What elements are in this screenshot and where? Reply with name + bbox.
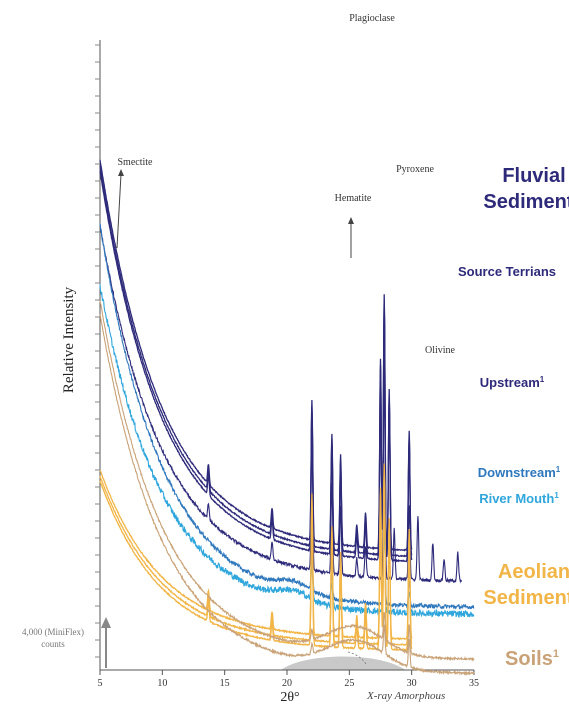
series-label-soils-sup: 1 — [553, 648, 559, 660]
x-tick-label: 20 — [282, 678, 292, 689]
x-tick-label: 30 — [407, 678, 417, 689]
hematite-arrowhead — [348, 217, 354, 224]
group-label-aeolian-sediments: Sediments — [483, 587, 569, 609]
peak-label-plagioclase: Plagioclase — [349, 13, 395, 24]
series-line-source-1 — [99, 165, 413, 558]
y-axis-label: Relative Intensity — [61, 286, 77, 393]
series-label-downstream-sup: 1 — [556, 465, 561, 474]
series-layer — [99, 159, 475, 676]
series-line-aeolian-1 — [99, 468, 413, 647]
series-line-aeolian-2 — [99, 474, 413, 652]
amorphous-dashed-leader — [347, 651, 367, 665]
scale-label-line1: 4,000 (MiniFlex) — [22, 627, 84, 637]
peak-label-olivine: Olivine — [425, 345, 456, 356]
y-axis-ticks — [95, 44, 100, 658]
series-label-rivermouth-sup: 1 — [554, 491, 559, 500]
smectite-arrow — [116, 173, 122, 249]
series-line-rivermouth-0 — [99, 283, 475, 618]
series-label-source-terrians: Source Terrians — [458, 264, 556, 279]
x-tick-label: 35 — [469, 678, 479, 689]
series-label-soils-text: Soils — [505, 648, 553, 670]
group-label-fluvial-sediments: Sediments — [483, 191, 569, 213]
series-line-downstream-0 — [99, 223, 475, 610]
peak-label-smectite: Smectite — [118, 157, 154, 168]
series-label-soils: Soils1 — [505, 648, 559, 670]
series-label-downstream-text: Downstream — [478, 465, 556, 480]
scale-label-line2: counts — [41, 639, 65, 649]
series-line-soils-0 — [99, 300, 475, 663]
series-label-river-mouth: River Mouth1 — [479, 491, 559, 506]
peak-label-hematite: Hematite — [335, 193, 372, 204]
group-label-aeolian: Aeolian — [498, 561, 569, 583]
series-line-soils-1 — [99, 314, 475, 676]
group-label-fluvial: Fluvial — [502, 165, 565, 187]
x-tick-label: 10 — [157, 678, 167, 689]
series-line-upstream-0 — [99, 224, 463, 584]
x-tick-label: 25 — [344, 678, 354, 689]
x-tick-label: 5 — [98, 678, 103, 689]
series-label-upstream: Upstream1 — [480, 375, 545, 390]
peak-label-pyroxene: Pyroxene — [396, 164, 434, 175]
series-label-rivermouth-text: River Mouth — [479, 491, 554, 506]
series-line-source-2 — [99, 171, 413, 563]
x-axis-label: 2θ° — [280, 690, 299, 705]
x-ray-amorphous-region — [280, 656, 406, 670]
series-label-source-text: Source Terrians — [458, 264, 556, 279]
x-axis-ticks: 5 10 15 20 25 30 35 — [98, 670, 479, 689]
smectite-arrowhead — [118, 169, 124, 176]
amorphous-label: X-ray Amorphous — [366, 690, 445, 702]
series-label-downstream: Downstream1 — [478, 465, 561, 480]
series-label-upstream-sup: 1 — [540, 375, 545, 384]
series-label-upstream-text: Upstream — [480, 375, 540, 390]
series-line-source-0 — [99, 159, 413, 552]
x-tick-label: 15 — [220, 678, 230, 689]
series-line-aeolian-0 — [99, 463, 413, 641]
scale-bar-arrowhead — [101, 617, 111, 628]
